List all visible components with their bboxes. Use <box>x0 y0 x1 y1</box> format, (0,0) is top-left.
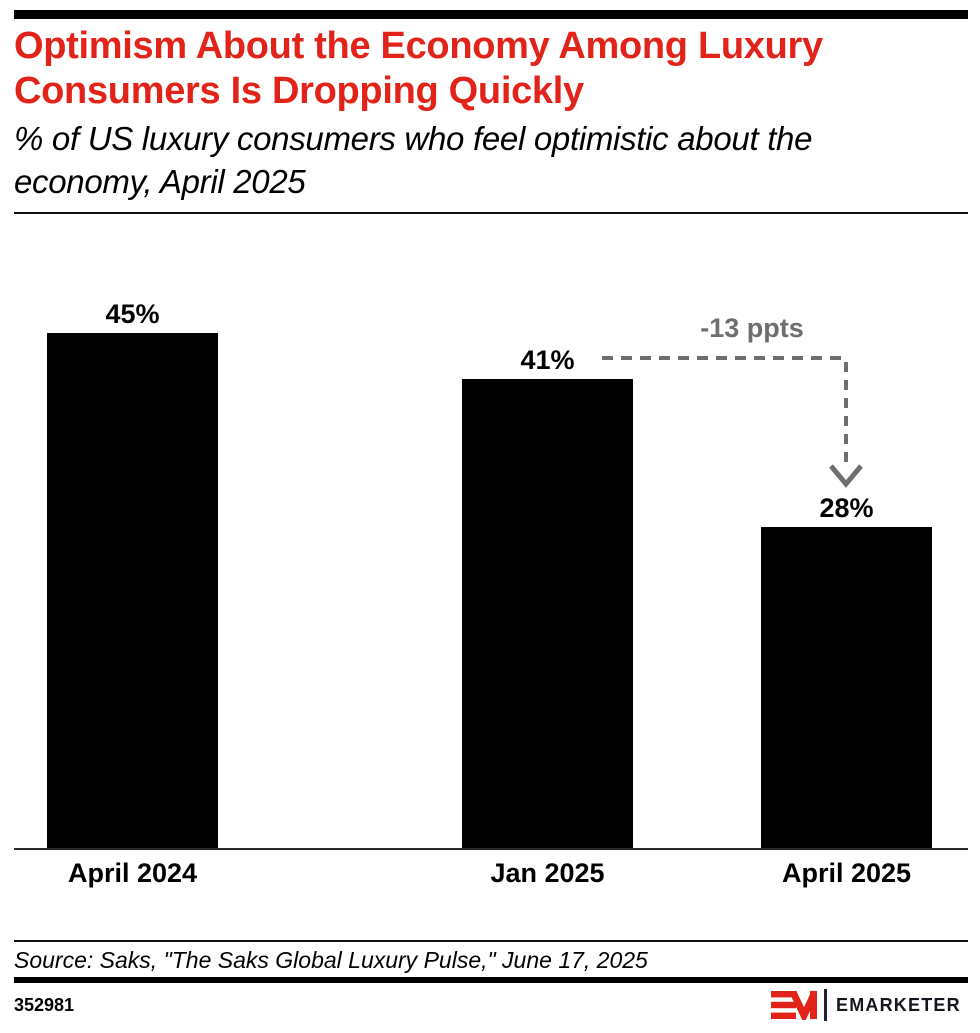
x-tick-jan-2025: Jan 2025 <box>490 858 605 888</box>
logo-divider <box>824 989 827 1021</box>
x-tick-april-2024: April 2024 <box>67 858 198 888</box>
footer-divider <box>14 977 968 983</box>
chart-subtitle: % of US luxury consumers who feel optimi… <box>14 120 813 200</box>
bar-jan-2025 <box>462 379 633 848</box>
source-note: Source: Saks, "The Saks Global Luxury Pu… <box>14 947 648 973</box>
x-axis-labels: April 2024 Jan 2025 April 2025 <box>14 859 968 891</box>
header-divider <box>14 212 968 214</box>
bar-value-jan-2025: 41% <box>520 345 575 375</box>
annotation-label: -13 ppts <box>700 313 804 343</box>
decline-arrow-icon <box>602 356 863 488</box>
bar-value-april-2024: 45% <box>105 299 160 329</box>
bar-april-2025 <box>761 527 932 848</box>
emarketer-logo: EMARKETER <box>771 988 961 1022</box>
bar-value-april-2025: 28% <box>819 493 874 523</box>
bar-april-2024 <box>47 333 218 848</box>
top-rule <box>14 10 968 19</box>
x-tick-april-2025: April 2025 <box>781 858 912 888</box>
brand-name: EMARKETER <box>836 994 961 1015</box>
bar-chart: -13 ppts 45% 41% 28% <box>14 218 968 850</box>
source-divider <box>14 940 968 942</box>
chart-id: 352981 <box>14 995 75 1015</box>
x-axis-line <box>14 848 968 850</box>
chart-title: Optimism About the Economy Among Luxury … <box>14 25 823 112</box>
em-monogram-icon <box>771 990 817 1020</box>
